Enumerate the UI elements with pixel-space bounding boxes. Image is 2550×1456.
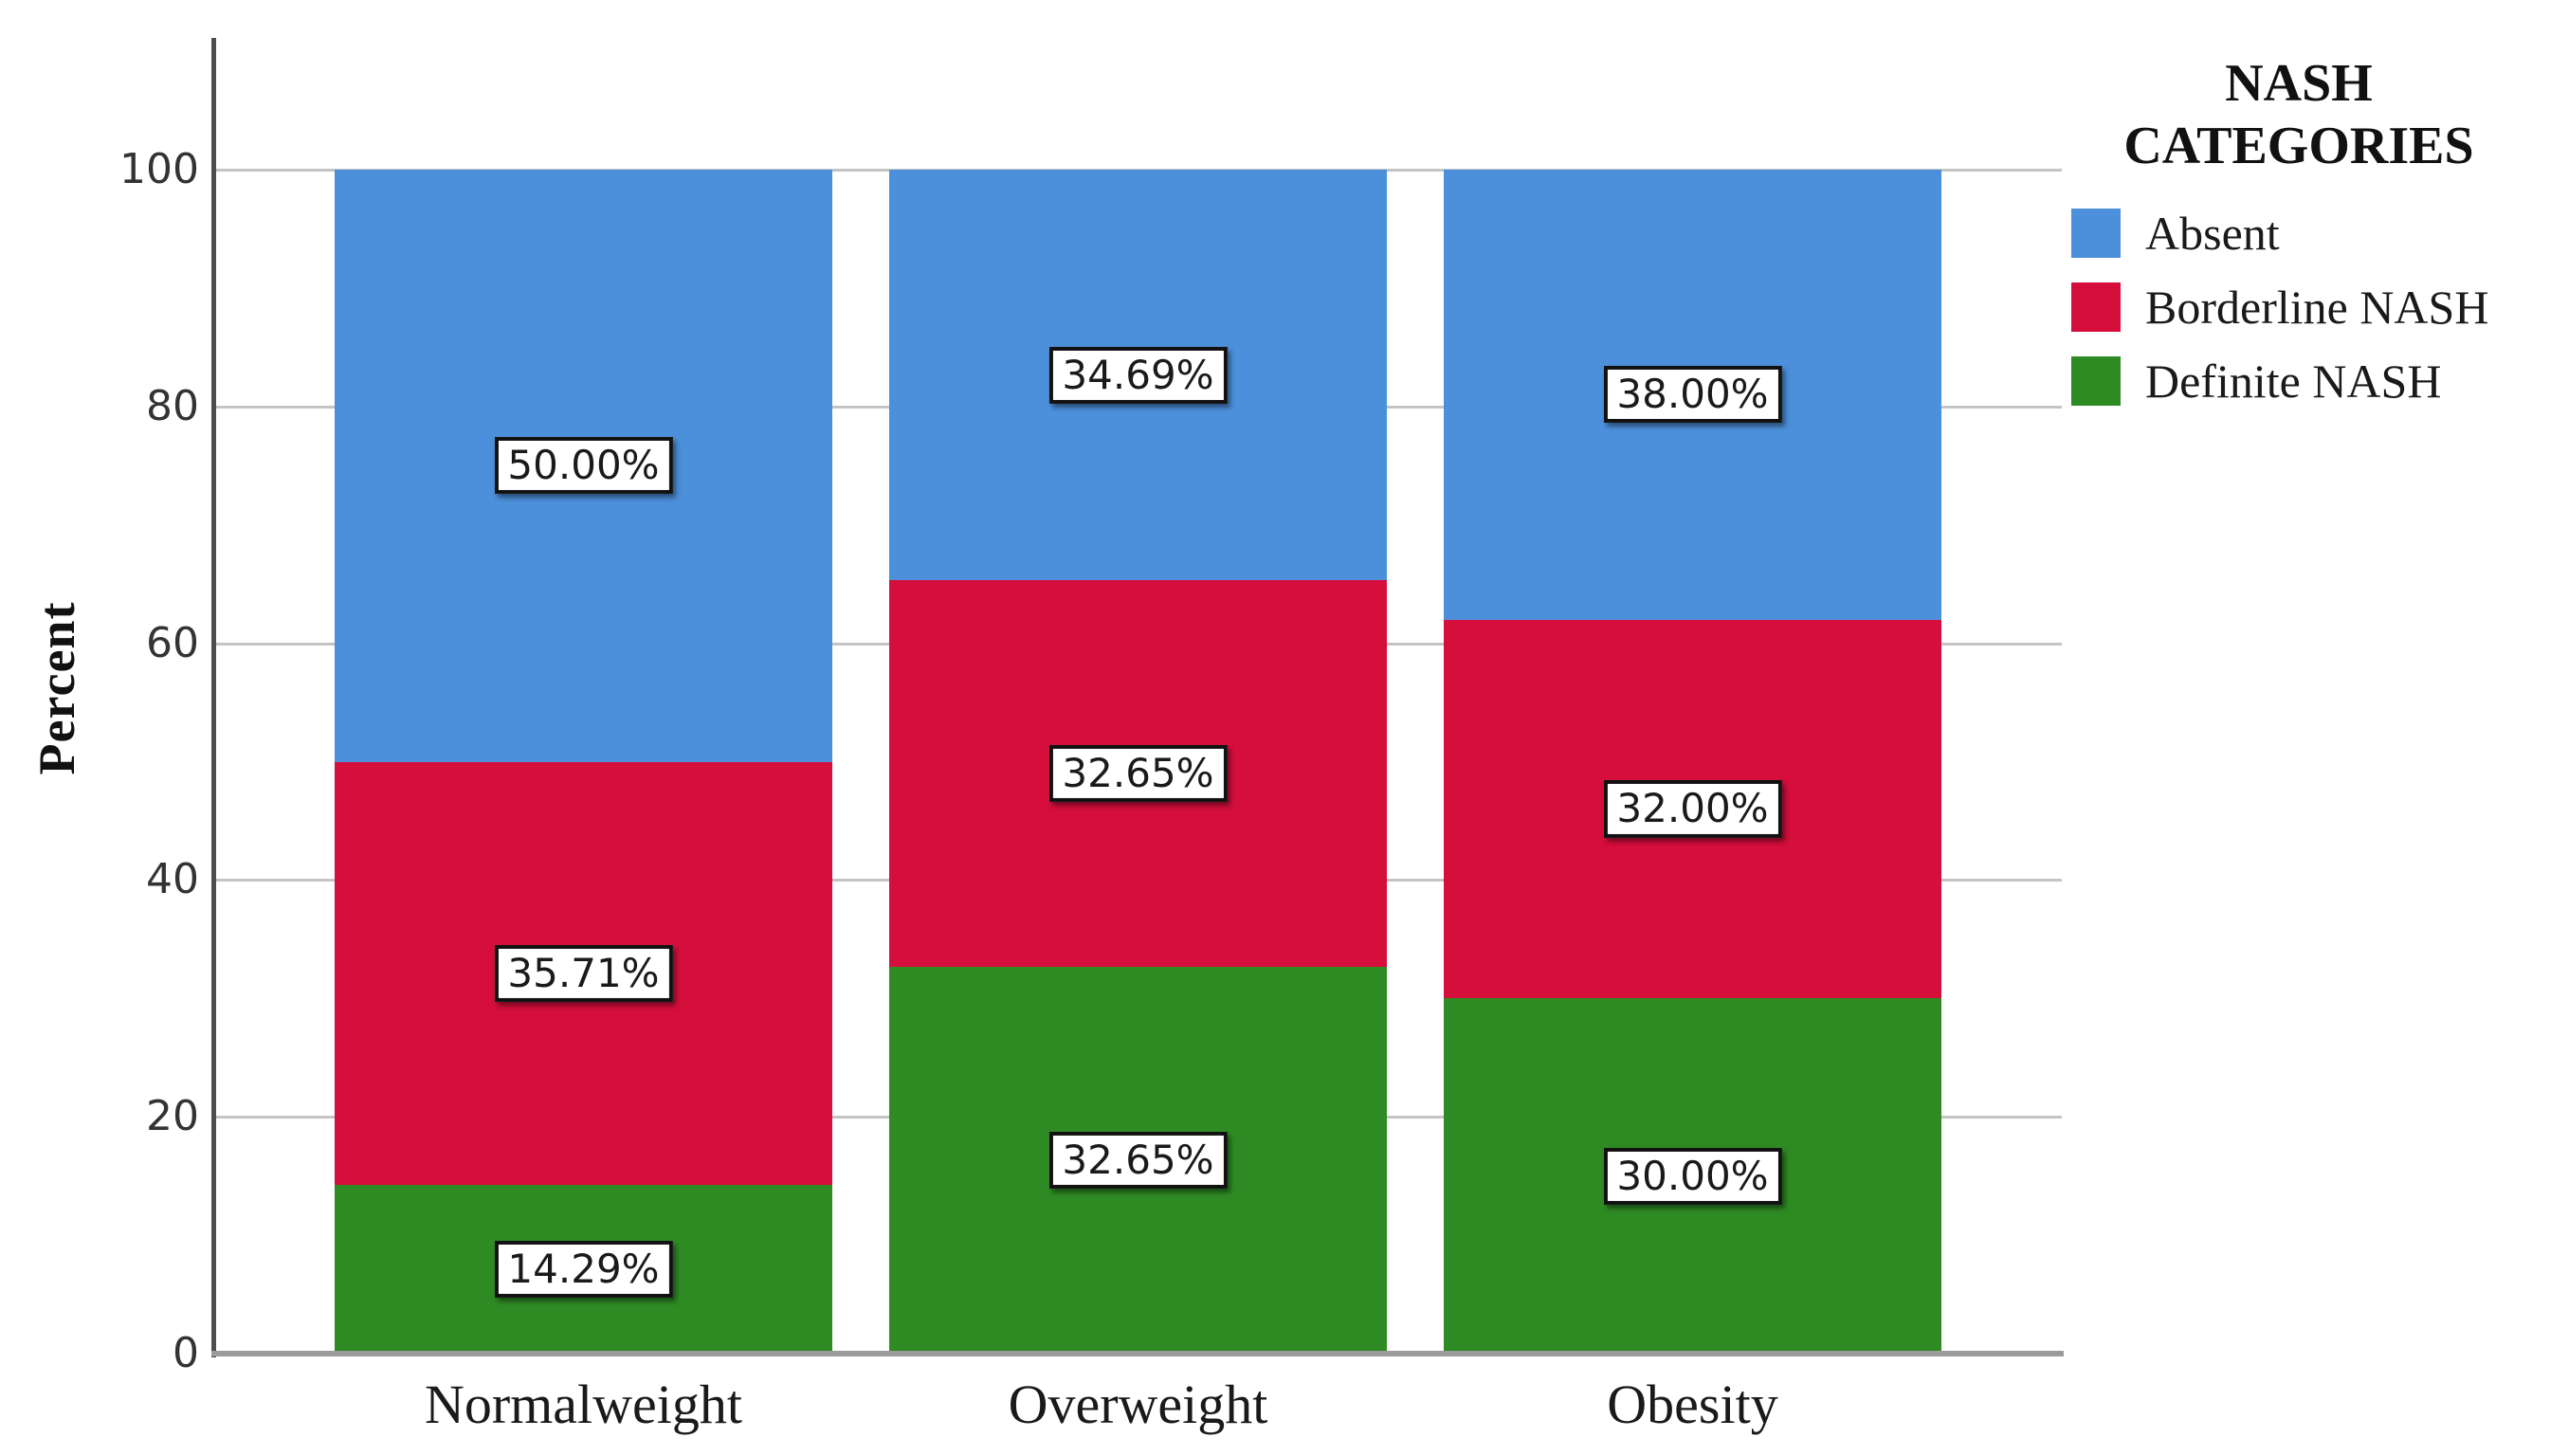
segment-value-label: 32.65% <box>1048 745 1228 803</box>
bar-obesity: 38.00% 32.00% 30.00% <box>1444 170 1941 1354</box>
legend-swatch-icon <box>2071 209 2121 259</box>
legend-item-absent: Absent <box>2071 206 2526 261</box>
y-tick-label: 100 <box>119 145 199 193</box>
x-axis-line <box>211 1351 2064 1356</box>
legend-items: Absent Borderline NASH Definite NASH <box>2071 206 2526 409</box>
legend-swatch-icon <box>2071 282 2121 333</box>
segment-value-label: 38.00% <box>1603 366 1782 424</box>
category-label-overweight: Overweight <box>1008 1374 1268 1435</box>
y-tick-label: 80 <box>146 381 199 430</box>
segment-value-label: 50.00% <box>494 437 673 495</box>
category-label-normalweight: Normalweight <box>424 1374 743 1435</box>
segment-value-label: 34.69% <box>1048 346 1228 404</box>
bar-normalweight: 50.00% 35.71% 14.29% <box>335 170 832 1354</box>
plot-area: 50.00% 35.71% 14.29% 34.69% 32.65% 32.65% 38.0… <box>211 38 2064 1357</box>
y-tick-label: 60 <box>146 618 199 667</box>
segment-value-label: 14.29% <box>494 1240 673 1298</box>
legend-item-label: Definite NASH <box>2145 355 2442 409</box>
legend-item-label: Absent <box>2145 207 2280 261</box>
segment-value-label: 32.65% <box>1048 1132 1228 1190</box>
segment-value-label: 35.71% <box>494 944 673 1002</box>
y-axis-title: Percent <box>28 601 85 775</box>
category-label-obesity: Obesity <box>1607 1374 1778 1435</box>
y-tick-label: 20 <box>146 1092 199 1141</box>
legend: NASH CATEGORIES Absent Borderline NASH Def… <box>2071 52 2526 428</box>
legend-swatch-icon <box>2071 356 2121 407</box>
y-tick-label: 40 <box>146 855 199 904</box>
legend-item-borderline-nash: Borderline NASH <box>2071 280 2526 335</box>
legend-item-label: Borderline NASH <box>2145 281 2489 335</box>
legend-item-definite-nash: Definite NASH <box>2071 354 2526 409</box>
y-axis-line <box>211 38 216 1357</box>
segment-value-label: 32.00% <box>1603 780 1782 838</box>
y-tick-label: 0 <box>173 1329 199 1377</box>
legend-title: NASH CATEGORIES <box>2123 54 2474 176</box>
bar-overweight: 34.69% 32.65% 32.65% <box>889 170 1387 1354</box>
segment-value-label: 30.00% <box>1603 1147 1782 1205</box>
